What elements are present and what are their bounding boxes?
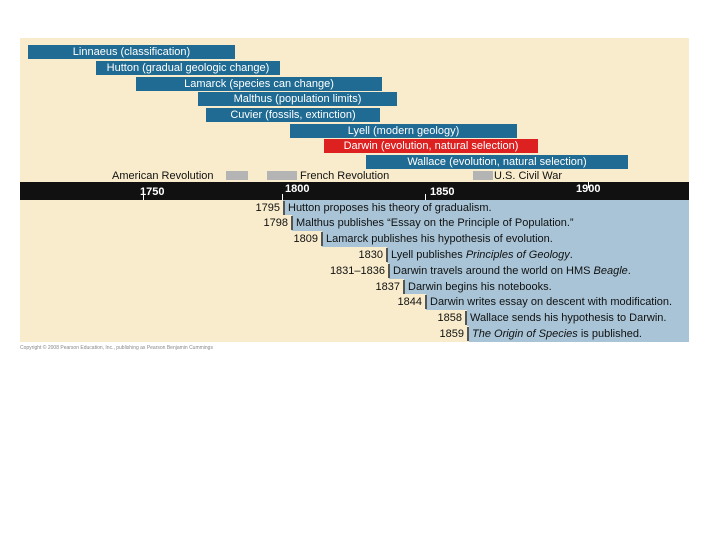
step-1844 [426,294,689,310]
event-text: Wallace sends his hypothesis to Darwin. [470,311,667,324]
axis-year-1800: 1800 [285,183,310,195]
event-row: 1837 Darwin begins his notebooks. [360,280,552,294]
event-year: 1830 [358,248,383,261]
event-divider [465,311,467,325]
american-revolution-label: American Revolution [112,170,214,182]
event-row: 1798 Malthus publishes “Essay on the Prin… [248,216,574,230]
event-text-after: . [627,264,631,277]
bar-darwin: Darwin (evolution, natural selection) [324,139,538,153]
civil-war-label: U.S. Civil War [494,170,563,182]
step-1837 [404,279,689,294]
event-text-after: . [569,248,573,261]
tick-1800 [282,194,283,200]
event-year: 1858 [437,311,462,324]
event-divider [321,232,323,246]
event-row: 1795 Hutton proposes his theory of gradua… [240,201,492,215]
bar-linnaeus: Linnaeus (classification) [28,45,235,59]
axis-year-1900: 1900 [576,183,601,195]
event-year: 1798 [263,216,288,229]
bar-hutton: Hutton (gradual geologic change) [96,61,280,75]
tick-1750 [143,194,144,200]
civil-war-marker [473,171,493,180]
event-year: 1844 [397,295,422,308]
event-year: 1795 [255,201,280,214]
event-text-italic: Principles of Geology [465,248,570,261]
event-divider [388,264,390,278]
tick-1850 [425,194,426,200]
american-revolution-marker [226,171,248,180]
event-text: Darwin writes essay on descent with modi… [430,295,673,308]
event-row: 1858 Wallace sends his hypothesis to Darw… [422,311,666,325]
tick-1900 [588,182,589,188]
event-divider [403,280,405,294]
bar-cuvier: Cuvier (fossils, extinction) [206,108,380,122]
axis-year-1850: 1850 [430,186,455,198]
event-row: 1809 Lamarck publishes his hypothesis of … [278,232,553,246]
bar-malthus: Malthus (population limits) [198,92,397,106]
event-text: Darwin begins his notebooks. [408,280,552,293]
event-text: Malthus publishes “Essay on the Principl… [296,216,574,229]
event-divider [425,295,427,309]
step-1831 [389,263,689,279]
event-text-italic: Beagle [593,264,628,277]
event-divider [291,216,293,230]
event-row: 1830 Lyell publishes Principles of Geolog… [343,248,573,262]
event-text: Hutton proposes his theory of gradualism… [288,201,492,214]
step-1809 [322,231,689,247]
copyright-notice: Copyright © 2008 Pearson Education, Inc.… [20,345,213,351]
timeline-axis: 1750 1800 1850 1900 [20,182,689,200]
event-divider [283,201,285,215]
event-row: 1859 The Origin of Species is published. [424,327,642,341]
event-text: Lamarck publishes his hypothesis of evol… [326,232,553,245]
event-text-before: Lyell publishes [391,248,466,261]
step-1830 [387,247,689,263]
step-1858 [467,310,689,326]
event-text-before: Darwin travels around the world on HMS [393,264,594,277]
event-text-italic: The Origin of Species [472,327,578,340]
event-row: 1831–1836 Darwin travels around the world… [312,264,631,278]
bar-wallace: Wallace (evolution, natural selection) [366,155,628,169]
bar-lamarck: Lamarck (species can change) [136,77,382,91]
event-year: 1859 [439,327,464,340]
step-1795 [283,200,689,215]
event-divider [386,248,388,262]
event-year: 1831–1836 [329,264,385,277]
event-divider [467,327,469,341]
french-revolution-label: French Revolution [300,170,390,182]
french-revolution-marker [267,171,297,180]
step-1798 [292,215,689,231]
step-1859 [469,326,689,342]
event-text-after: is published. [577,327,642,340]
bar-lyell: Lyell (modern geology) [290,124,517,138]
event-year: 1837 [375,280,400,293]
event-year: 1809 [293,232,318,245]
event-row: 1844 Darwin writes essay on descent with … [382,295,672,309]
axis-year-1750: 1750 [140,186,165,198]
